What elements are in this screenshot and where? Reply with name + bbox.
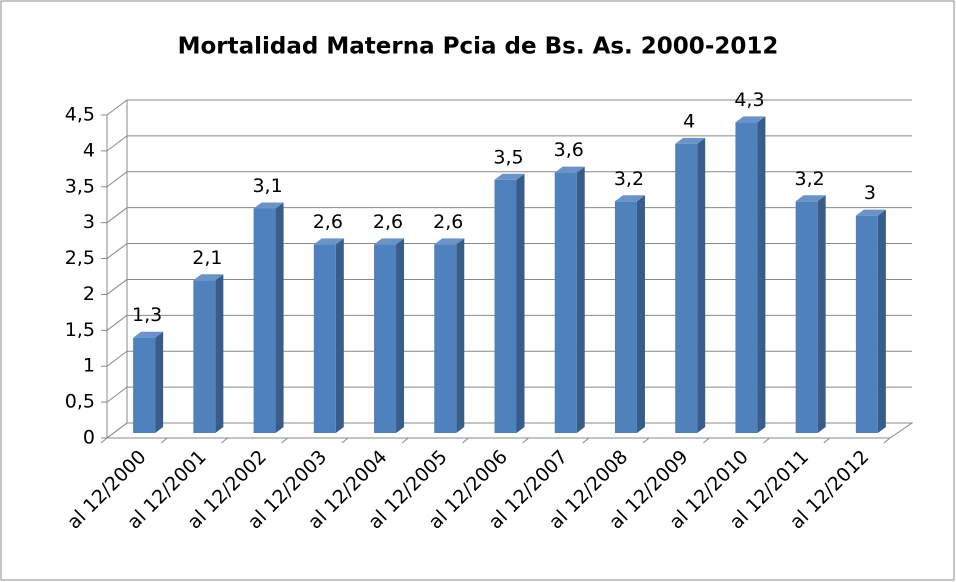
- value-label: 2,6: [373, 211, 403, 233]
- x-tick: [281, 437, 289, 444]
- bar-top: [795, 195, 826, 202]
- bar-side: [877, 209, 886, 433]
- bar-top: [855, 209, 886, 216]
- bar-side: [275, 202, 284, 433]
- bar-side: [817, 195, 826, 433]
- chart-title: Mortalidad Materna Pcia de Bs. As. 2000-…: [178, 34, 779, 60]
- y-tick-label: 1: [83, 355, 95, 377]
- bar: [374, 244, 397, 433]
- value-label: 2,1: [192, 247, 222, 269]
- grid-line: [106, 243, 128, 259]
- y-tick-label: 1,5: [65, 319, 95, 341]
- bar-side: [636, 195, 645, 433]
- grid-line: [106, 135, 128, 152]
- value-label: 1,3: [132, 304, 162, 326]
- bar-side: [576, 166, 585, 433]
- x-tick: [522, 437, 529, 444]
- grid-line: [106, 171, 128, 188]
- bar-side: [155, 331, 164, 433]
- y-tick-label: 4,5: [65, 104, 95, 126]
- bar: [434, 244, 457, 433]
- value-label: 4: [683, 110, 695, 132]
- bar-top: [675, 137, 706, 144]
- bar: [855, 215, 878, 433]
- bar-side: [516, 173, 525, 433]
- grid-line: [106, 350, 128, 367]
- y-tick-label: 4: [83, 139, 95, 161]
- bar: [735, 122, 758, 433]
- grid-line: [106, 422, 128, 439]
- bar: [554, 172, 577, 433]
- x-tick: [221, 437, 228, 444]
- y-tick-label: 3,5: [65, 175, 95, 197]
- value-label: 3,5: [493, 146, 523, 168]
- bar-side: [396, 238, 405, 433]
- grid-line: [106, 207, 128, 224]
- bar: [133, 337, 156, 433]
- x-tick: [401, 437, 409, 444]
- bar-top: [735, 116, 766, 123]
- bar-top: [313, 238, 344, 245]
- value-label: 3,6: [554, 139, 584, 161]
- x-tick: [763, 437, 770, 444]
- value-label: 3: [864, 182, 876, 204]
- bar-side: [757, 116, 766, 433]
- bar: [313, 244, 336, 433]
- y-tick-label: 0: [83, 427, 95, 449]
- bar: [253, 208, 276, 433]
- x-tick: [160, 437, 168, 444]
- bar: [795, 201, 818, 433]
- bar: [193, 280, 216, 433]
- grid-line: [106, 314, 128, 331]
- grid-line: [106, 279, 128, 295]
- x-tick: [883, 437, 891, 444]
- x-tick: [642, 437, 650, 444]
- value-label: 3,2: [614, 168, 644, 190]
- grid-line: [106, 99, 128, 116]
- bar-top: [614, 195, 645, 202]
- x-tick: [100, 437, 108, 444]
- value-label: 3,2: [795, 168, 825, 190]
- y-tick-label: 3: [83, 211, 95, 233]
- x-tick: [823, 437, 831, 444]
- x-tick: [702, 437, 710, 444]
- bar-side: [456, 238, 465, 433]
- y-tick-label: 0,5: [65, 391, 95, 413]
- x-tick: [341, 437, 349, 444]
- y-tick-label: 2,5: [65, 247, 95, 269]
- grid-line: [106, 386, 128, 403]
- value-label: 2,6: [433, 211, 463, 233]
- x-tick: [462, 437, 469, 444]
- bar-top: [434, 238, 465, 245]
- bar-top: [554, 166, 585, 173]
- bar-side: [335, 238, 344, 433]
- bar: [614, 201, 637, 433]
- bar: [675, 143, 698, 433]
- x-tick: [582, 437, 590, 444]
- value-label: 3,1: [252, 175, 282, 197]
- y-tick-label: 2: [83, 283, 95, 305]
- bar: [494, 179, 517, 433]
- bar-top: [494, 173, 525, 180]
- bar-side: [697, 137, 706, 433]
- bar-top: [253, 202, 284, 209]
- bar-top: [133, 331, 164, 338]
- bar-top: [193, 274, 224, 281]
- bar-top: [374, 238, 405, 245]
- value-label: 4,3: [734, 89, 764, 111]
- value-label: 2,6: [313, 211, 343, 233]
- bar-side: [215, 274, 224, 433]
